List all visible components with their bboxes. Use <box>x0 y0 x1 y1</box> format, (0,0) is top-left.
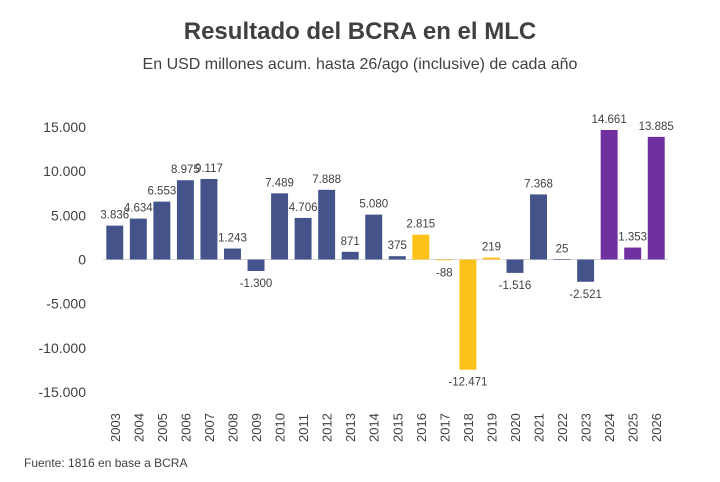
data-label-2008: 1.243 <box>218 233 247 245</box>
x-tick-label-2021: 2021 <box>532 413 547 442</box>
x-tick-label-2026: 2026 <box>649 413 664 442</box>
x-tick-label-2018: 2018 <box>461 413 476 442</box>
x-tick-label-2005: 2005 <box>155 413 170 442</box>
y-tick-label: -5.000 <box>46 296 86 312</box>
x-tick-label-2011: 2011 <box>296 414 311 442</box>
data-label-2003: 3.836 <box>100 210 129 222</box>
x-tick-label-2007: 2007 <box>202 413 217 442</box>
data-label-2004: 4.634 <box>124 203 153 215</box>
data-label-2018: -12.471 <box>448 377 487 389</box>
bar-2004 <box>129 218 147 260</box>
bar-2008 <box>224 248 241 260</box>
bar-2007 <box>200 178 218 260</box>
bar-2016 <box>412 234 430 260</box>
data-label-2007: 9.117 <box>195 163 223 175</box>
y-tick-label: -15.000 <box>39 384 87 400</box>
x-tick-label-2003: 2003 <box>108 413 123 442</box>
data-label-2019: 219 <box>482 242 501 254</box>
x-tick-label-2024: 2024 <box>602 413 617 442</box>
data-label-2023: -2.521 <box>569 289 602 301</box>
x-tick-label-2015: 2015 <box>390 413 405 442</box>
x-tick-label-2022: 2022 <box>555 413 570 442</box>
data-label-2017: -88 <box>436 267 453 279</box>
data-label-2015: 375 <box>388 240 407 252</box>
bar-2022 <box>553 259 571 260</box>
x-tick-label-2010: 2010 <box>273 413 288 442</box>
x-tick-label-2006: 2006 <box>178 413 193 442</box>
bar-2006 <box>176 180 194 260</box>
x-tick-label-2012: 2012 <box>320 413 335 442</box>
chart-title: Resultado del BCRA en el MLC <box>183 18 537 45</box>
bar-2012 <box>318 189 336 260</box>
bar-2011 <box>294 217 312 260</box>
bar-2023 <box>577 259 595 282</box>
data-label-2006: 8.975 <box>171 164 200 176</box>
data-label-2013: 871 <box>341 236 360 248</box>
bar-2005 <box>153 201 171 260</box>
data-label-2021: 7.368 <box>524 178 553 190</box>
x-tick-label-2025: 2025 <box>626 413 641 442</box>
x-tick-label-2013: 2013 <box>343 413 358 442</box>
data-label-2012: 7.888 <box>312 174 341 186</box>
y-tick-label: 5.000 <box>51 207 86 223</box>
x-tick-label-2014: 2014 <box>367 413 382 442</box>
bar-2015 <box>388 256 406 260</box>
x-tick-label-2008: 2008 <box>225 413 240 442</box>
data-label-2022: 25 <box>556 243 569 255</box>
y-tick-label: 15.000 <box>43 119 86 135</box>
data-label-2020: -1.516 <box>499 280 532 292</box>
bar-2013 <box>341 251 359 260</box>
data-label-2010: 7.489 <box>265 177 294 189</box>
data-label-2024: 14.661 <box>592 114 627 126</box>
x-tick-label-2020: 2020 <box>508 413 523 442</box>
x-tick-label-2009: 2009 <box>249 413 264 442</box>
y-tick-label: 10.000 <box>43 163 86 179</box>
x-tick-label-2023: 2023 <box>579 413 594 442</box>
data-label-2025: 1.353 <box>618 232 647 244</box>
x-tick-label-2016: 2016 <box>414 413 429 442</box>
data-label-2005: 6.553 <box>147 186 176 198</box>
bar-2009 <box>247 259 265 271</box>
x-tick-label-2017: 2017 <box>437 413 452 442</box>
bar-2021 <box>530 194 547 260</box>
y-tick-label: -10.000 <box>39 340 87 356</box>
data-label-2014: 5.080 <box>359 199 388 211</box>
bar-2010 <box>271 193 289 260</box>
bar-2014 <box>365 214 383 260</box>
bar-2020 <box>506 259 524 273</box>
bar-2017 <box>435 259 453 261</box>
bar-2024 <box>600 129 618 260</box>
bar-2003 <box>106 225 124 260</box>
x-tick-label-2004: 2004 <box>131 413 146 442</box>
bar-2026 <box>647 136 665 260</box>
data-label-2011: 4.706 <box>289 202 318 214</box>
bar-2025 <box>624 247 642 260</box>
data-label-2009: -1.300 <box>240 278 273 290</box>
data-label-2016: 2.815 <box>406 219 435 231</box>
chart-subtitle: En USD millones acum. hasta 26/ago (incl… <box>142 56 578 73</box>
x-tick-label-2019: 2019 <box>484 413 499 442</box>
bar-2019 <box>482 257 500 260</box>
y-tick-label: 0 <box>78 252 86 268</box>
bar-2018 <box>459 259 477 370</box>
chart-source: Fuente: 1816 en base a BCRA <box>24 456 188 470</box>
data-label-2026: 13.885 <box>639 121 674 133</box>
